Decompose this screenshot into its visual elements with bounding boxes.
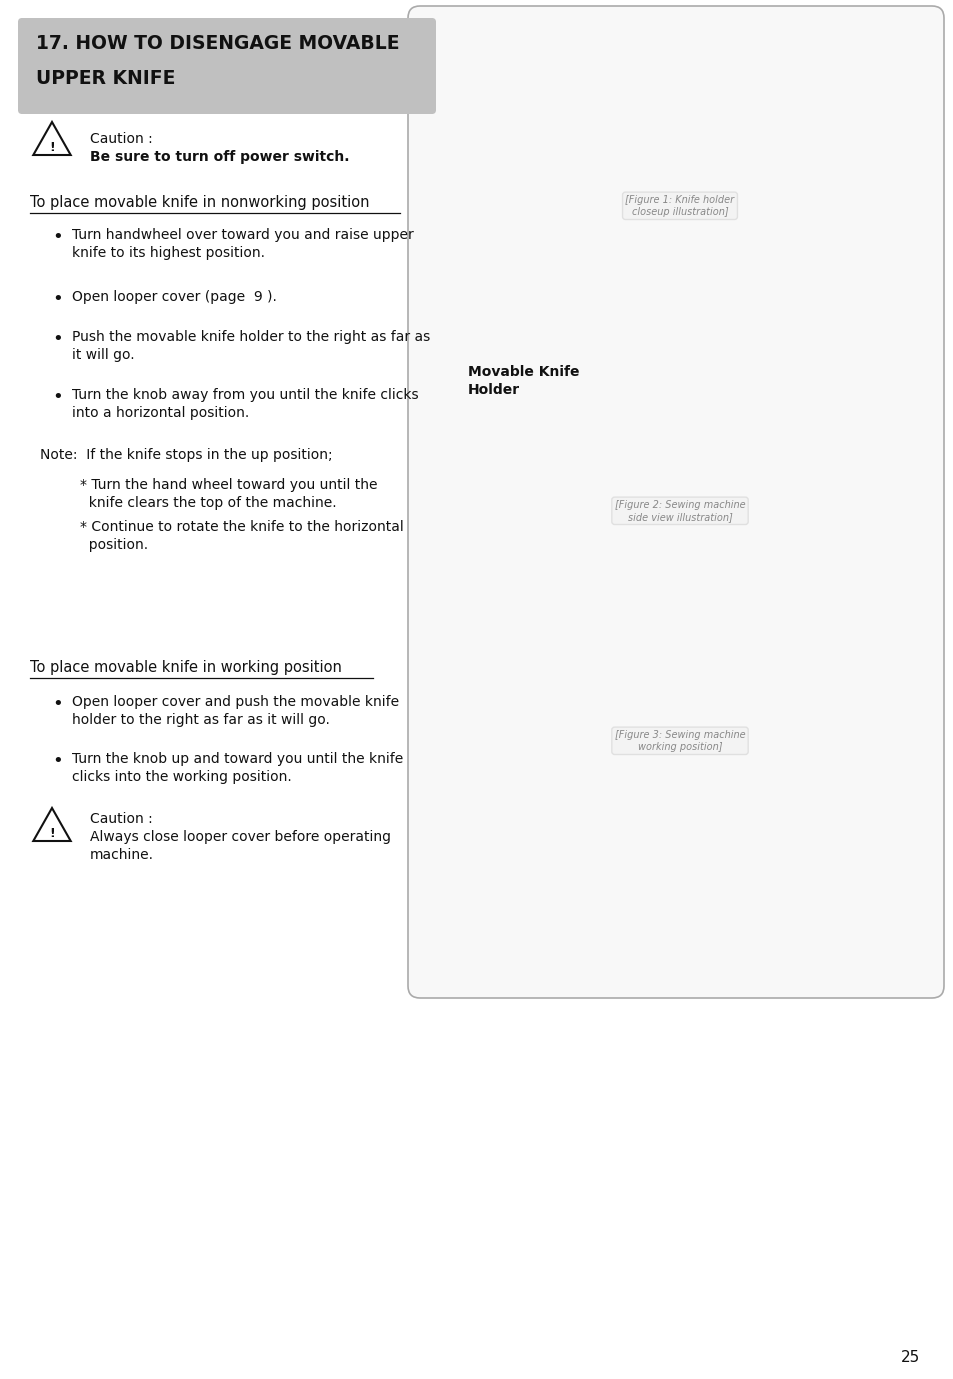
Text: Turn handwheel over toward you and raise upper: Turn handwheel over toward you and raise… xyxy=(71,228,414,241)
Text: clicks into the working position.: clicks into the working position. xyxy=(71,769,292,785)
Text: into a horizontal position.: into a horizontal position. xyxy=(71,405,249,421)
Text: knife clears the top of the machine.: knife clears the top of the machine. xyxy=(80,496,336,510)
Text: •: • xyxy=(52,330,63,348)
Text: machine.: machine. xyxy=(90,848,153,862)
Text: To place movable knife in working position: To place movable knife in working positi… xyxy=(30,661,341,674)
FancyBboxPatch shape xyxy=(18,18,436,114)
Text: Be sure to turn off power switch.: Be sure to turn off power switch. xyxy=(90,150,349,164)
Text: Turn the knob away from you until the knife clicks: Turn the knob away from you until the kn… xyxy=(71,387,418,403)
Text: •: • xyxy=(52,290,63,308)
Text: !: ! xyxy=(49,141,55,154)
FancyBboxPatch shape xyxy=(408,6,943,998)
Text: UPPER KNIFE: UPPER KNIFE xyxy=(36,69,175,88)
Text: Caution :: Caution : xyxy=(90,812,152,826)
Text: it will go.: it will go. xyxy=(71,348,134,363)
Text: 25: 25 xyxy=(900,1350,919,1365)
Text: Caution :: Caution : xyxy=(90,132,152,146)
Text: •: • xyxy=(52,387,63,405)
Text: position.: position. xyxy=(80,538,148,552)
Text: Open looper cover and push the movable knife: Open looper cover and push the movable k… xyxy=(71,695,398,709)
Text: Note:  If the knife stops in the up position;: Note: If the knife stops in the up posit… xyxy=(40,448,333,462)
Text: * Continue to rotate the knife to the horizontal: * Continue to rotate the knife to the ho… xyxy=(80,520,403,534)
Text: [Figure 2: Sewing machine
side view illustration]: [Figure 2: Sewing machine side view illu… xyxy=(614,501,744,521)
Text: Push the movable knife holder to the right as far as: Push the movable knife holder to the rig… xyxy=(71,330,430,343)
Text: Movable Knife: Movable Knife xyxy=(468,365,578,379)
Text: Always close looper cover before operating: Always close looper cover before operati… xyxy=(90,830,391,844)
Text: * Turn the hand wheel toward you until the: * Turn the hand wheel toward you until t… xyxy=(80,479,377,492)
Text: To place movable knife in nonworking position: To place movable knife in nonworking pos… xyxy=(30,194,369,210)
Text: •: • xyxy=(52,752,63,769)
Text: knife to its highest position.: knife to its highest position. xyxy=(71,245,265,261)
Text: Turn the knob up and toward you until the knife: Turn the knob up and toward you until th… xyxy=(71,752,403,765)
Text: [Figure 3: Sewing machine
working position]: [Figure 3: Sewing machine working positi… xyxy=(614,729,744,752)
Text: !: ! xyxy=(49,827,55,840)
Text: holder to the right as far as it will go.: holder to the right as far as it will go… xyxy=(71,713,330,727)
Text: Holder: Holder xyxy=(468,383,519,397)
Text: Open looper cover (page  9 ).: Open looper cover (page 9 ). xyxy=(71,290,276,303)
Text: 17. HOW TO DISENGAGE MOVABLE: 17. HOW TO DISENGAGE MOVABLE xyxy=(36,34,399,52)
Text: •: • xyxy=(52,695,63,713)
Text: [Figure 1: Knife holder
closeup illustration]: [Figure 1: Knife holder closeup illustra… xyxy=(625,194,734,217)
Text: •: • xyxy=(52,228,63,245)
